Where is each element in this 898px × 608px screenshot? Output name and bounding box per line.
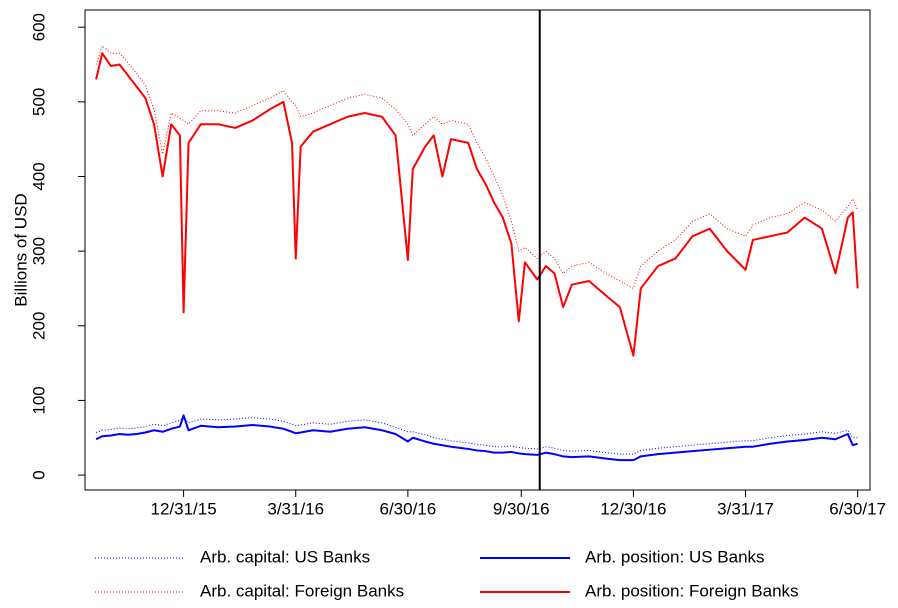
x-tick-label: 3/31/16 [267, 499, 324, 518]
legend-label: Arb. capital: US Banks [200, 547, 370, 566]
series-line [95, 414, 858, 462]
y-tick-label: 400 [29, 162, 48, 190]
x-tick-label: 12/30/16 [600, 499, 666, 518]
series-line [95, 416, 858, 455]
legend-label: Arb. capital: Foreign Banks [200, 581, 404, 600]
y-tick-label: 200 [29, 312, 48, 340]
y-axis-label: Billions of USD [11, 193, 30, 306]
x-tick-label: 6/30/16 [380, 499, 437, 518]
legend-label: Arb. position: US Banks [585, 547, 765, 566]
y-tick-label: 0 [29, 470, 48, 479]
series-line [95, 52, 859, 357]
y-tick-label: 500 [29, 88, 48, 116]
plot-frame [84, 9, 871, 491]
x-tick-label: 9/30/16 [493, 499, 550, 518]
legend-label: Arb. position: Foreign Banks [585, 581, 799, 600]
y-tick-label: 300 [29, 237, 48, 265]
y-tick-label: 100 [29, 386, 48, 414]
y-tick-label: 600 [29, 13, 48, 41]
x-tick-label: 3/31/17 [717, 499, 774, 518]
x-tick-label: 6/30/17 [829, 499, 886, 518]
x-tick-label: 12/31/15 [150, 499, 216, 518]
